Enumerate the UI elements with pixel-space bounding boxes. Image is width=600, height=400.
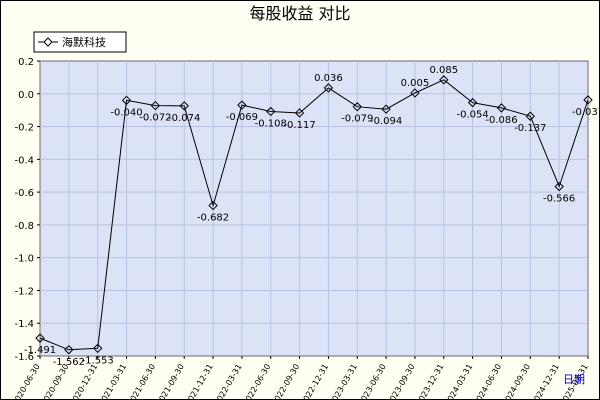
data-label: -0.037 (572, 107, 600, 118)
data-point (554, 181, 564, 192)
y-tick-label: -0.6 (14, 188, 34, 199)
x-tick-label: 2020-09-30 (40, 363, 71, 400)
data-point (237, 100, 247, 110)
data-label: -0.054 (457, 110, 489, 121)
x-tick-label: 2023-09-30 (386, 363, 417, 400)
data-point (439, 75, 449, 85)
data-point (294, 108, 305, 118)
legend-box (33, 31, 127, 53)
data-point (496, 103, 507, 113)
data-label: -0.040 (110, 107, 142, 118)
x-tick-label: 2021-12-31 (184, 363, 215, 400)
chart-title: 每股收益 对比 (249, 4, 350, 23)
data-point (525, 111, 536, 121)
x-tick-label: 2024-12-31 (530, 363, 561, 400)
y-tick-label: -1.6 (14, 352, 34, 363)
data-point (64, 345, 74, 355)
data-label: 0.036 (314, 73, 343, 84)
x-tick-label: 2020-12-31 (68, 363, 99, 400)
data-label: -1.562 (53, 357, 85, 368)
data-point (35, 333, 45, 343)
x-tick-label: 2023-06-30 (357, 363, 388, 400)
data-label: -0.069 (226, 112, 258, 123)
data-label: -0.074 (168, 113, 200, 124)
data-point (179, 101, 189, 111)
data-point (150, 100, 161, 111)
x-tick-label: 2020-06-30 (11, 363, 42, 400)
x-tick-label: 2023-12-31 (414, 363, 445, 400)
data-label: -1.553 (82, 355, 114, 366)
x-tick-label: 2022-09-30 (270, 363, 301, 400)
x-tick-label: 2024-03-31 (443, 363, 474, 400)
data-point (381, 104, 391, 114)
legend: 海默科技 (33, 31, 127, 53)
data-label: -1.491 (24, 345, 56, 356)
x-tick-label: 2022-12-31 (299, 363, 330, 400)
y-tick-label: 0.0 (18, 90, 34, 101)
grid (40, 61, 588, 356)
x-tick-label: 2023-03-31 (328, 363, 359, 400)
series-layer (35, 75, 593, 355)
data-label: 0.085 (429, 65, 458, 76)
legend-entry-label: 海默科技 (62, 35, 106, 49)
data-label: -0.117 (283, 120, 315, 131)
data-point (410, 88, 420, 98)
data-point (92, 343, 103, 354)
x-tick-label: 2024-06-30 (472, 363, 503, 400)
x-tick-label: 2024-09-30 (501, 363, 532, 400)
x-tick-label: 2021-06-30 (126, 363, 157, 400)
data-label: 0.005 (401, 78, 430, 89)
data-labels: -1.491-1.562-1.553 -0.040-0.072-0.074 -0.6… (24, 65, 600, 368)
data-point (121, 95, 132, 106)
data-label: -0.137 (514, 123, 546, 134)
x-tick-label: 2022-06-30 (241, 363, 272, 400)
legend-marker (43, 37, 53, 47)
y-tick-label: -1.0 (14, 254, 34, 265)
plot-area (39, 60, 589, 357)
data-label: -0.072 (139, 113, 171, 124)
series-line (39, 79, 589, 351)
data-label: -0.682 (197, 213, 229, 224)
data-label: -0.094 (370, 116, 402, 127)
x-tick-label: 2021-03-31 (97, 363, 128, 400)
data-label: -0.079 (341, 114, 373, 125)
data-point (323, 83, 334, 93)
x-tick-label: 2021-09-30 (155, 363, 186, 400)
data-label: -0.086 (485, 115, 517, 126)
x-axis-label: 日期 (563, 373, 585, 386)
y-tick-label: -1.2 (14, 286, 34, 297)
data-label: -0.566 (543, 194, 575, 205)
y-tick-label: -0.2 (14, 123, 34, 134)
y-tick-label: -1.4 (14, 319, 34, 330)
x-tick-label: 2022-03-31 (213, 363, 244, 400)
data-point (467, 97, 478, 108)
y-tick-label: 0.2 (18, 57, 34, 68)
data-point (208, 200, 218, 211)
data-point (352, 102, 362, 112)
data-point (266, 106, 276, 117)
data-point (583, 95, 593, 105)
y-tick-label: -0.4 (14, 155, 34, 166)
data-label: -0.108 (255, 118, 287, 129)
y-tick-label: -0.8 (14, 221, 34, 232)
